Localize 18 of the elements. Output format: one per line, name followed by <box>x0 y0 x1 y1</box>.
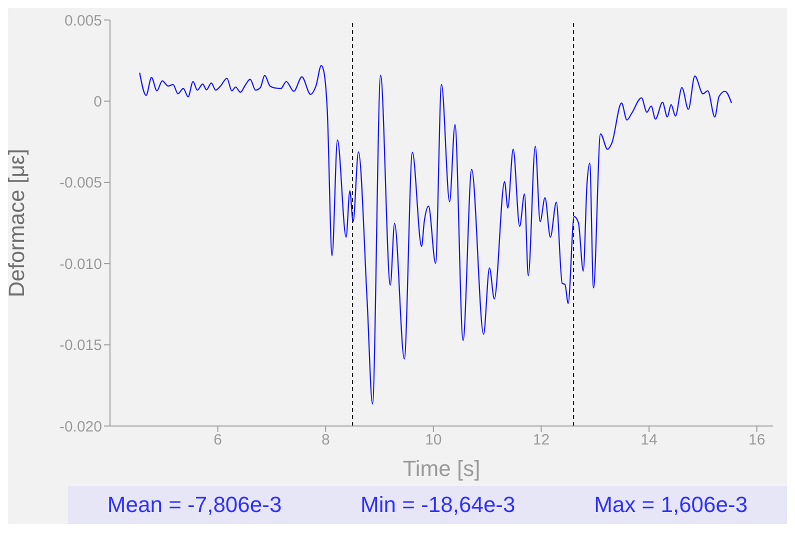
x-tick-label: 6 <box>214 432 222 449</box>
y-tick-label: -0.015 <box>59 337 102 354</box>
y-tick-label: -0.020 <box>59 418 102 436</box>
x-tick-label: 12 <box>532 432 550 449</box>
text: Max = 1,606e-3 <box>594 492 748 518</box>
x-tick-label: 14 <box>640 432 658 449</box>
x-axis-title: Time [s] <box>402 456 480 481</box>
text: Min = -18,64e-3 <box>360 492 516 518</box>
y-tick-label: -0.010 <box>59 256 102 273</box>
y-tick-label: 0.005 <box>64 12 102 30</box>
y-tick-label: 0 <box>94 94 102 111</box>
x-tick-label: 10 <box>425 432 442 449</box>
y-axis-title: Deformace [με] <box>4 148 29 298</box>
text: Mean = -7,806e-3 <box>107 492 282 518</box>
y-tick-label: -0.005 <box>59 174 102 192</box>
x-tick-label: 8 <box>321 432 330 449</box>
x-tick-label: 16 <box>748 432 766 449</box>
line-series <box>139 64 732 405</box>
